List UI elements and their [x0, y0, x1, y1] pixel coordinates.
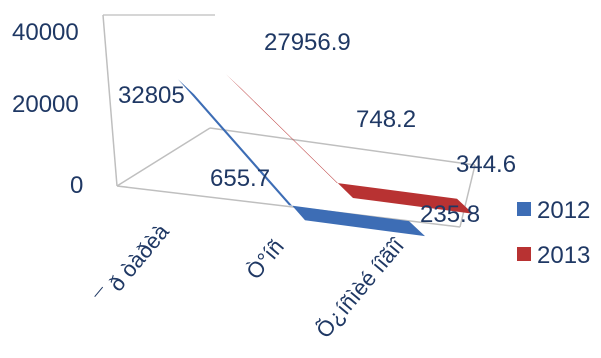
y-axis-line: [102, 14, 118, 187]
legend: 2012 2013: [517, 197, 590, 269]
floor-left-edge: [116, 127, 211, 187]
data-label-2013-cat3: 344.6: [456, 151, 516, 178]
data-label-2012-cat2: 655.7: [210, 165, 270, 192]
data-label-2012-cat1: 32805: [118, 82, 185, 109]
y-tick-label: 20000: [12, 91, 79, 118]
x-category-label: Õ¿íñìèé íîãîî: [311, 232, 409, 342]
y-tick-label: 40000: [12, 19, 79, 46]
floor-back-edge: [209, 127, 476, 166]
legend-swatch-2012: [517, 202, 531, 216]
data-label-2012-cat3: 235.8: [420, 201, 480, 228]
x-category-label: ¯ ð òàðèà: [91, 219, 174, 311]
y-axis-ticks: 40000 20000 0: [12, 19, 83, 199]
floor-front-edge: [116, 185, 461, 228]
series-layer: [178, 74, 473, 237]
series-ribbon-2013: [226, 74, 473, 214]
data-label-2013-cat2: 748.2: [356, 106, 416, 133]
series-ribbon-2012: [178, 79, 425, 237]
x-category-label: Ò°íñ: [241, 234, 289, 284]
floor-right-edge: [459, 164, 476, 228]
y-tick-label: 0: [70, 172, 83, 199]
legend-label-2012: 2012: [537, 197, 590, 224]
data-label-2013-cat1: 27956.9: [264, 29, 351, 56]
legend-label-2013: 2013: [537, 242, 590, 269]
legend-swatch-2013: [517, 247, 531, 261]
data-labels: 27956.9 32805 748.2 655.7 344.6 235.8: [118, 29, 516, 228]
x-axis-categories: ¯ ð òàðèà Ò°íñ Õ¿íñìèé íîãîî: [91, 219, 409, 343]
chart-grid: [102, 14, 476, 228]
